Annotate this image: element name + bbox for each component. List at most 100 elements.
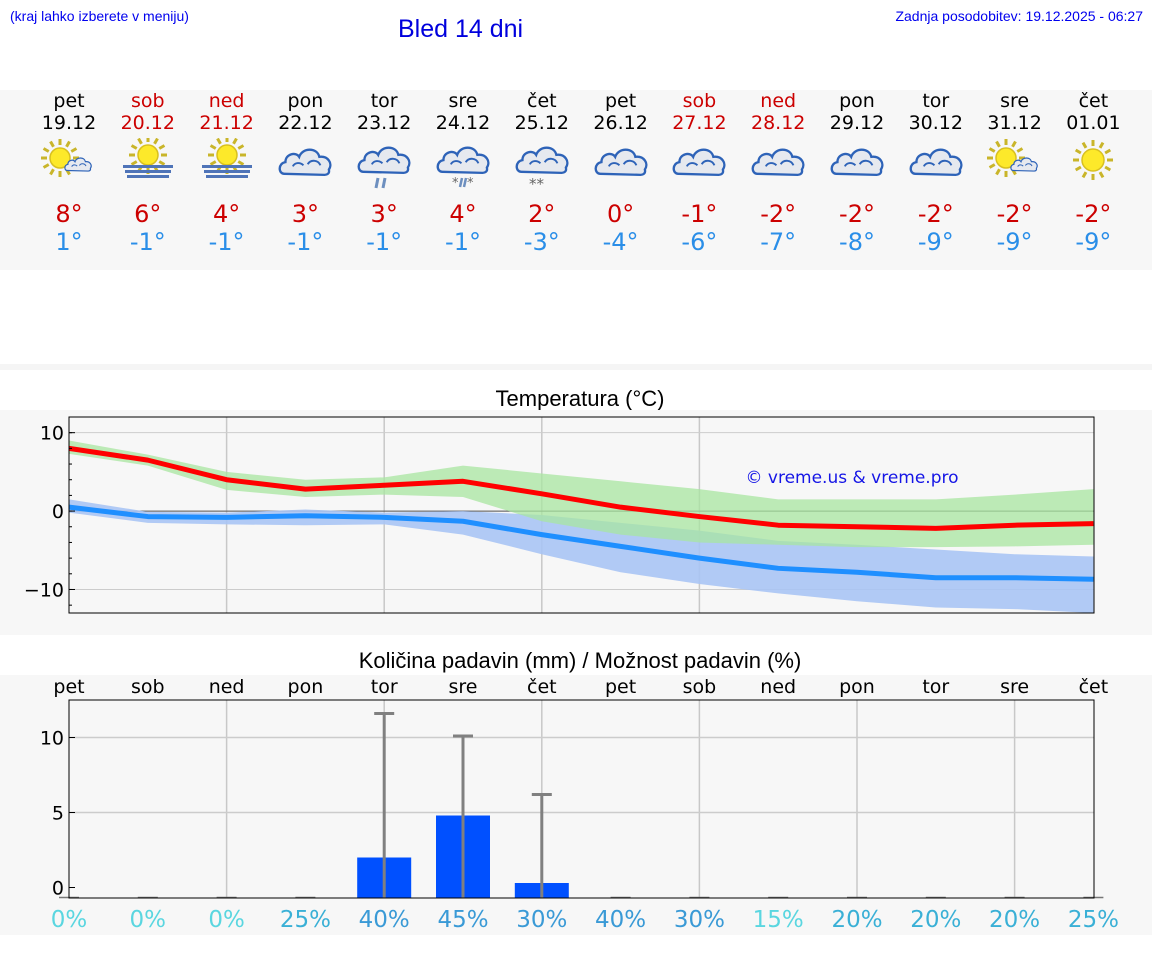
category-label: pon <box>288 676 324 698</box>
y-tick-label: 5 <box>52 803 64 825</box>
sun-fog-icon <box>201 138 252 178</box>
location-hint: (kraj lahko izberete v meniju) <box>10 8 189 24</box>
max-temperature: -2° <box>996 200 1033 228</box>
sun-cloud-icon <box>41 139 92 177</box>
day-name: pet <box>604 90 637 112</box>
precipitation-probabilities: 0% 0% 0% 25% 40% 45% 30% 40% 30% 15% 20% 20% 20% 25% <box>51 907 1119 933</box>
day-column: ned 21.12 4° -1° <box>188 90 266 256</box>
day-date: 28.12 <box>750 112 806 134</box>
day-column: pon 29.12 -2° -8° <box>818 90 896 256</box>
precipitation-probability: 40% <box>359 907 410 933</box>
day-column: pet 26.12 0° -4° <box>582 90 660 256</box>
category-label: ned <box>760 676 796 698</box>
max-temperature: 8° <box>55 200 83 228</box>
day-column: pon 22.12 3° -1° <box>266 90 344 256</box>
day-date: 24.12 <box>435 112 491 134</box>
day-date: 20.12 <box>120 112 175 134</box>
day-name: čet <box>527 90 557 112</box>
day-column: tor 30.12 -2° -9° <box>897 90 975 256</box>
min-temperature: -9° <box>917 228 954 256</box>
max-temperature: 6° <box>134 200 162 228</box>
day-column: čet 01.01 -2° -9° <box>1054 90 1132 256</box>
precipitation-probability: 45% <box>437 907 488 933</box>
category-label: tor <box>371 676 398 698</box>
max-temperature: 3° <box>370 200 398 228</box>
day-date: 25.12 <box>514 112 569 134</box>
max-temperature: -2° <box>839 200 875 228</box>
precipitation-day-labels: pet sob ned pon tor sre čet pet sob ned pon tor sre č… <box>53 676 1108 698</box>
temperature-chart: 10 0 −10 © vreme.us & vreme.pro <box>24 416 1095 614</box>
day-date: 22.12 <box>278 112 333 134</box>
temperature-y-ticks: 10 0 −10 <box>24 423 75 606</box>
min-temperature: -3° <box>523 228 560 256</box>
cloud-icon <box>594 148 648 177</box>
temperature-plot-frame <box>68 416 1095 614</box>
rain-icon <box>357 146 411 189</box>
max-temperature: 3° <box>291 200 320 228</box>
precipitation-probability: 0% <box>130 907 167 933</box>
day-column: ned 28.12 -2° -7° <box>739 90 817 256</box>
precipitation-probability: 25% <box>280 907 331 933</box>
max-temperature: 4° <box>449 200 477 228</box>
snow-icon: ** <box>515 146 569 190</box>
day-date: 19.12 <box>41 112 97 134</box>
category-label: pon <box>839 676 875 698</box>
day-column: čet 25.12 ** 2° -3° <box>503 90 581 256</box>
day-date: 29.12 <box>829 112 885 134</box>
day-date: 26.12 <box>593 112 648 134</box>
precipitation-bars <box>59 712 1104 899</box>
min-temperature: -9° <box>996 228 1033 256</box>
min-temperature: 1° <box>55 228 83 256</box>
max-temperature-line <box>68 445 1094 531</box>
sun-fog-icon <box>122 138 173 178</box>
cloud-icon <box>909 148 963 177</box>
y-tick-label: 10 <box>40 728 64 750</box>
min-temperature: -7° <box>760 228 797 256</box>
sun-cloud-icon <box>986 139 1038 177</box>
min-temperature-band <box>69 499 1094 613</box>
min-temperature: -1° <box>366 228 403 256</box>
day-name: ned <box>760 90 797 112</box>
category-label: tor <box>922 676 949 698</box>
day-date: 31.12 <box>987 112 1042 134</box>
max-temperature: -2° <box>917 200 954 228</box>
separator <box>0 364 1152 370</box>
max-temperature: 4° <box>212 200 241 228</box>
day-column: tor 23.12 3° -1° <box>345 90 423 256</box>
day-column: sob 27.12 -1° -6° <box>660 90 738 256</box>
chart-watermark: © vreme.us & vreme.pro <box>745 468 958 488</box>
precipitation-probability: 20% <box>831 907 882 933</box>
cloud-icon <box>830 148 884 177</box>
cloud-icon <box>278 148 332 177</box>
sleet-icon: * * <box>436 146 490 190</box>
y-tick-label: 10 <box>40 423 64 445</box>
y-tick-label: −10 <box>24 579 64 601</box>
precipitation-y-ticks: 10 5 0 <box>40 728 75 900</box>
day-name: sre <box>1000 90 1030 112</box>
day-name: pon <box>839 90 875 112</box>
min-temperature: -6° <box>681 228 718 256</box>
precipitation-probability: 40% <box>595 907 646 933</box>
precipitation-chart-title: Količina padavin (mm) / Možnost padavin … <box>358 648 802 673</box>
day-name: sob <box>682 90 717 112</box>
min-temperature-line <box>68 504 1094 582</box>
min-temperature: -1° <box>129 228 166 256</box>
max-temperature: -1° <box>681 200 718 228</box>
day-name: sob <box>131 90 165 112</box>
precipitation-probability: 20% <box>989 907 1040 933</box>
precipitation-chart: pet sob ned pon tor sre čet pet sob ned pon tor sre č… <box>40 676 1119 933</box>
category-label: sob <box>683 676 717 698</box>
precipitation-chart-panel: pet sob ned pon tor sre čet pet sob ned pon tor sre č… <box>0 675 1152 935</box>
day-column: sre 31.12 -2° -9° <box>976 90 1054 256</box>
cloud-icon <box>751 148 805 177</box>
day-name: pet <box>53 90 85 112</box>
day-name: tor <box>370 90 398 112</box>
category-label: pet <box>605 676 636 698</box>
precipitation-probability: 20% <box>910 907 961 933</box>
max-temperature: -2° <box>1075 200 1112 228</box>
category-label: čet <box>527 676 557 698</box>
last-updated: Zadnja posodobitev: 19.12.2025 - 06:27 <box>895 8 1143 24</box>
category-label: čet <box>1079 676 1109 698</box>
day-date: 01.01 <box>1066 112 1121 134</box>
min-temperature: -1° <box>287 228 324 256</box>
